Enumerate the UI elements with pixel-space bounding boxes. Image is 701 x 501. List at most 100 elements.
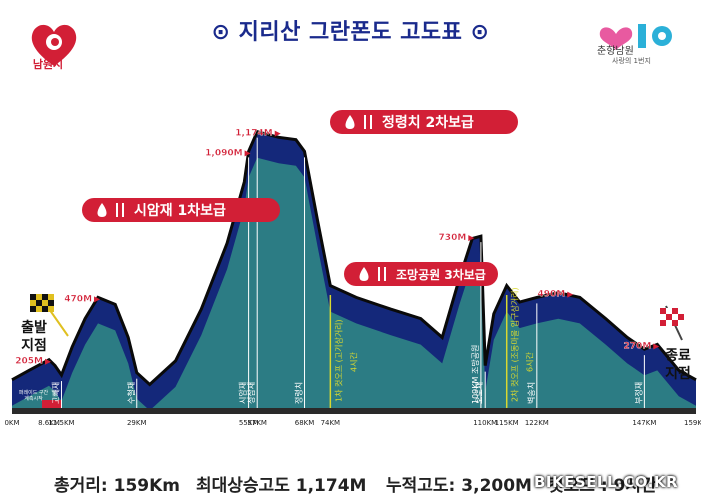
finish-label-2: 지점: [665, 365, 691, 382]
flag-cell: [678, 308, 684, 314]
place-label: 오도재: [475, 382, 484, 404]
flag-cell: [30, 294, 36, 300]
aid-station-pill: [82, 198, 280, 222]
aid-station-badge: 시암재 1차보급: [82, 198, 280, 222]
cutoff-label: 1차 컷오프 (고기삼거리): [333, 319, 343, 402]
flag-cell: [660, 314, 666, 320]
parade-section-note-2: 계측시작: [24, 395, 43, 402]
place-label: 수철재: [126, 382, 136, 404]
aid-station-pill: [330, 110, 518, 134]
flag-cell: [678, 314, 684, 320]
flag-cell: [666, 314, 672, 320]
place-label: 정령치: [294, 382, 304, 404]
place-label: 벽송치: [526, 382, 536, 404]
elevation-label: 1,090M: [205, 148, 242, 158]
cutoff-time: 컷오프 : 9시간: [548, 476, 657, 496]
elevation-marker: [274, 130, 281, 137]
km-tick-label: 159KM: [684, 419, 701, 427]
water-drop-icon: [359, 267, 369, 281]
elevation-marker: [244, 150, 251, 157]
knife-icon: [370, 115, 372, 129]
elevation-label: 205M: [15, 357, 43, 367]
elevation-marker: [653, 343, 660, 350]
cumulative-altitude: 누적고도: 3,200M: [386, 476, 532, 496]
place-label: 성삼재: [246, 382, 256, 404]
flag-cell: [48, 294, 54, 300]
total-distance: 총거리: 159Km: [54, 476, 181, 496]
place-label: 시암재: [238, 382, 248, 404]
flag-cell: [42, 300, 48, 306]
cutoff-label: 2차 컷오프 (조동마을 입구삼거리): [510, 287, 520, 402]
cutoff-time: 4시간: [348, 352, 358, 372]
aid-station-label: 정령치 2차보급: [382, 114, 474, 131]
elevation-label: 270M: [624, 341, 652, 351]
watermark: BIKESELL.CO.KR: [534, 473, 679, 491]
flag-cell: [660, 320, 666, 326]
ground-bar: [12, 408, 696, 414]
flag-cell: [30, 306, 36, 312]
flag-cell: [678, 320, 684, 326]
flag-cell: [672, 308, 678, 314]
profile-area: [12, 131, 696, 408]
aid-station-label: 시암재 1차보급: [134, 202, 226, 219]
elevation-marker: [567, 291, 574, 298]
page-title: ⊙ 지리산 그란폰도 고도표 ⊙: [211, 20, 490, 45]
cutoff-time: 6시간: [525, 352, 535, 372]
aid-station-pill: [344, 262, 498, 286]
knife-icon: [122, 203, 124, 217]
right-logo-subtext: 사랑의 1번지: [612, 57, 651, 65]
elevation-label: 1,174M: [235, 129, 272, 139]
profile-outline: [11, 129, 697, 387]
namwon-city-logo: [31, 24, 77, 66]
km-tick-label: 55KM: [239, 419, 259, 427]
water-drop-icon: [345, 115, 355, 129]
flag-cell: [30, 300, 36, 306]
elevation-label: 490M: [537, 290, 565, 300]
finish-label: 종료: [665, 348, 691, 364]
elevation-marker: [94, 296, 101, 303]
flag-cell: [672, 314, 678, 320]
place-label: 고빼재: [51, 382, 60, 404]
flag-cell: [42, 294, 48, 300]
km-tick-label: 122KM: [525, 419, 549, 427]
flag-cell: [42, 306, 48, 312]
elevation-marker: [44, 358, 51, 365]
parade-section-note: 퍼레이드 구간: [19, 389, 49, 396]
finish-flag-icon: [660, 305, 684, 341]
aid-station-badge: 조망공원 3차보급: [344, 262, 498, 286]
knife-icon: [384, 267, 386, 281]
place-label: 부정재: [633, 382, 643, 404]
fork-icon: [116, 203, 118, 217]
start-flag-icon: [30, 294, 69, 337]
km-tick-label: 8.6KM: [38, 419, 60, 427]
flag-cell: [48, 306, 54, 312]
km-tick-label: 110KM: [473, 419, 497, 427]
flag-cell: [666, 308, 672, 314]
right-logo-text: 춘향남원: [597, 46, 634, 57]
km-tick-label: 115KM: [495, 419, 519, 427]
poster-header: 남원시 ⊙ 지리산 그란폰도 고도표 ⊙ 춘향남원 사랑의 1번지: [0, 0, 701, 90]
max-altitude: 최대상승고도 1,174M: [196, 476, 367, 496]
elevation-label: 730M: [439, 233, 467, 243]
flag-cell: [36, 306, 42, 312]
flag-cell: [48, 300, 54, 306]
km-tick-label: 147KM: [632, 419, 656, 427]
left-logo-text: 남원시: [32, 58, 64, 71]
fork-icon: [364, 115, 366, 129]
chunhyang-namwon-logo: [599, 24, 672, 50]
km-tick-label: 0KM: [4, 419, 19, 427]
elevation-marker: [468, 235, 475, 242]
flag-cell: [660, 308, 666, 314]
place-label: 109KM 조망공원: [470, 345, 480, 404]
km-tick-label: 11.5KM: [48, 419, 74, 427]
stats-footer: 총거리: 159Km 최대상승고도 1,174M 누적고도: 3,200M 컷오…: [0, 465, 701, 501]
flag-cell: [666, 320, 672, 326]
start-label-2: 지점: [21, 337, 47, 354]
km-tick-label: 68KM: [295, 419, 315, 427]
water-drop-icon: [97, 203, 107, 217]
flag-cell: [672, 320, 678, 326]
km-tick-label: 29KM: [127, 419, 147, 427]
elevation-label: 470M: [64, 294, 92, 304]
